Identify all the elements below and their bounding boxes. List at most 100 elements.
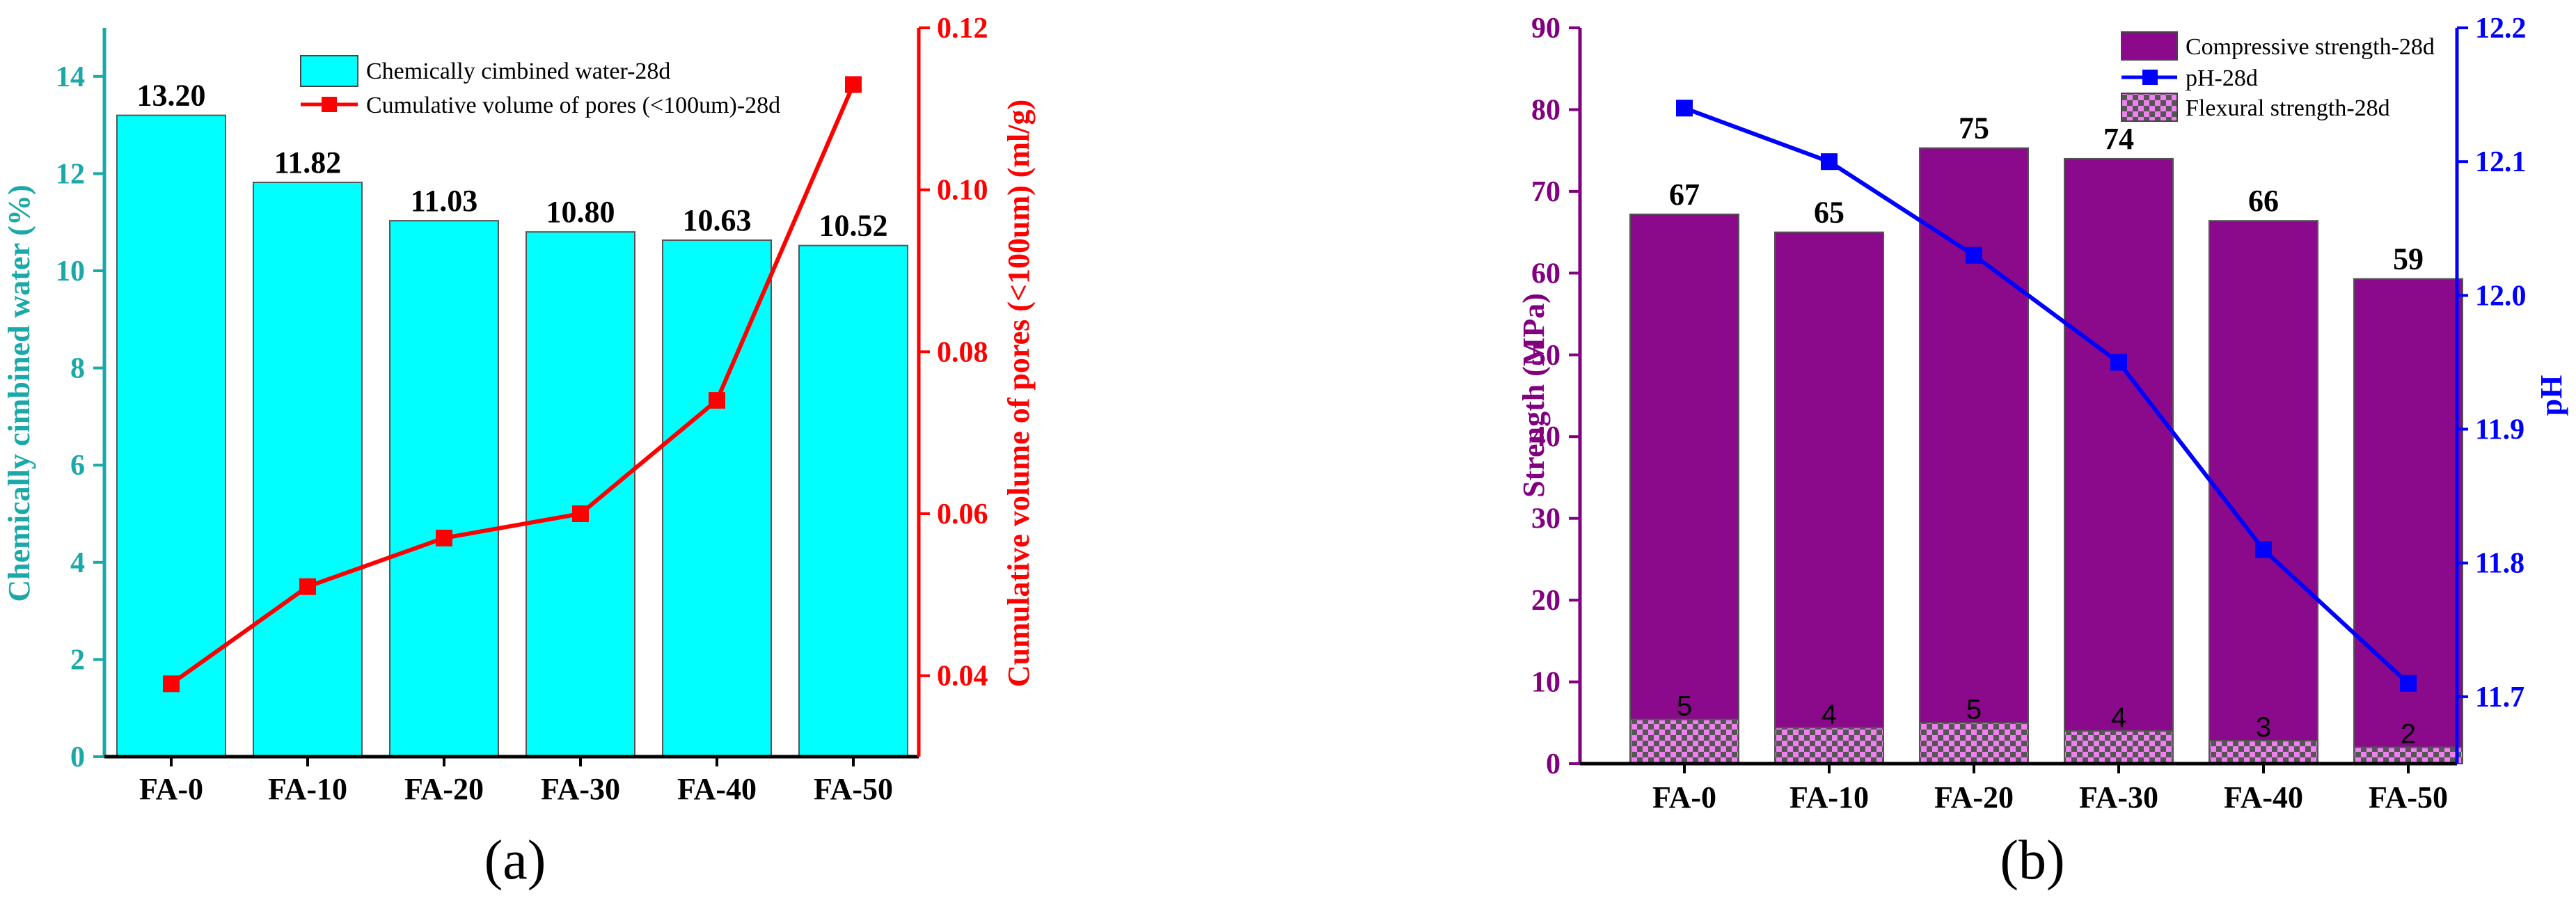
chart-b-ph-point [2255, 541, 2272, 558]
chart-b-flexural-bar [2208, 740, 2318, 765]
chart-b-x-tick-label: FA-40 [2224, 780, 2303, 814]
chart-b-y2-axis-title: pH [2534, 375, 2568, 416]
chart-b-axes [1578, 28, 2459, 766]
chart-b-y2-tick-label: 11.7 [2475, 682, 2524, 714]
chart-b-y-tick-label: 60 [1531, 258, 1560, 290]
chart-a-bar-label: 10.80 [546, 195, 615, 229]
chart-b-legend-flexural-swatch [2121, 93, 2178, 122]
chart-a-bar-label: 13.20 [137, 79, 206, 113]
chart-a-x-tick-label: FA-0 [139, 772, 203, 806]
chart-b-flexural-bar [2064, 730, 2174, 764]
chart-b-y-tick-label: 40 [1531, 421, 1560, 453]
chart-a-line-point [572, 505, 589, 522]
chart-b-compressive-label: 59 [2393, 242, 2424, 276]
chart-a: 13.20 11.82 11.03 10.80 10.63 10.52 0 2 4 6 8 10 12… [2, 13, 1036, 891]
chart-b-legend-flexural-label: Flexural strength-28d [2186, 95, 2390, 121]
chart-b-panel-label: (b) [2000, 830, 2064, 891]
chart-b-ph-point [1966, 246, 1982, 264]
chart-b-x-tick-label: FA-10 [1789, 780, 1869, 814]
chart-b-compressive-label: 65 [1814, 196, 1844, 230]
chart-b-compressive-label: 66 [2248, 184, 2279, 218]
chart-b-legend-compressive-label: Compressive strength-28d [2186, 34, 2435, 60]
chart-b-y2-tick-label: 11.8 [2475, 548, 2524, 580]
chart-a-x-tick-label: FA-50 [814, 772, 893, 806]
chart-a-y-tick-label: 10 [56, 255, 85, 287]
chart-b-y-tick-label: 20 [1531, 585, 1560, 617]
chart-b-ph-line [1676, 100, 2417, 692]
chart-b-x-ticks: FA-0 FA-10 FA-20 FA-30 FA-40 FA-50 [1652, 764, 2448, 814]
chart-b-compressive-bars: 67 65 75 74 66 59 [1629, 111, 2463, 765]
chart-b-flexural-bar [1774, 727, 1884, 765]
chart-b-compressive-bar [1774, 231, 1884, 765]
chart-a-x-tick-label: FA-10 [268, 772, 347, 806]
chart-a-line-point [709, 392, 725, 409]
chart-a-line-point [163, 675, 180, 693]
chart-b-y2-tick-label: 11.9 [2475, 414, 2524, 446]
chart-b-flexural-bar [1919, 722, 2029, 765]
chart-a-line-path [170, 84, 855, 686]
chart-a-bar [798, 244, 908, 758]
chart-b-flexural-label: 2 [2401, 719, 2416, 750]
chart-a-line-point [845, 76, 862, 93]
chart-b-y2-tick-label: 12.1 [2475, 146, 2527, 178]
chart-a-pore-volume-line [163, 76, 862, 693]
chart-a-y-tick-label: 12 [56, 158, 85, 190]
chart-b-ph-point [2400, 675, 2417, 692]
chart-a-bar [526, 231, 635, 758]
chart-b-compressive-label: 67 [1669, 178, 1700, 212]
chart-a-x-tick-label: FA-40 [677, 772, 757, 806]
chart-b-ph-point [1676, 100, 1693, 117]
chart-a-panel-label: (a) [484, 830, 546, 891]
chart-a-y2-tick-label: 0.12 [937, 13, 988, 45]
chart-a-y2-ticks: 0.04 0.06 0.08 0.10 0.12 [919, 13, 988, 693]
chart-b-y-ticks: 0 10 20 30 40 50 60 70 80 90 [1531, 13, 1580, 780]
chart-a-bars: 13.20 11.82 11.03 10.80 10.63 10.52 [116, 79, 908, 758]
chart-b-compressive-bar [1629, 213, 1739, 765]
chart-a-y-tick-label: 4 [70, 547, 85, 579]
chart-a-y2-tick-label: 0.08 [937, 336, 988, 368]
chart-b-x-tick-label: FA-50 [2369, 780, 2448, 814]
chart-a-bar [389, 220, 499, 757]
chart-b-legend: Compressive strength-28d pH-28d Flexural… [2121, 31, 2435, 122]
chart-a-y-ticks: 0 2 4 6 8 10 12 14 [56, 61, 104, 773]
chart-a-bar-label: 10.63 [683, 203, 752, 237]
chart-a-y-axis-title: Chemically cimbined water (%) [2, 184, 36, 601]
chart-a-y-tick-label: 14 [56, 61, 85, 93]
chart-a-bar [116, 114, 226, 757]
chart-a-y-tick-label: 0 [70, 741, 85, 773]
chart-a-legend-line-marker [322, 97, 337, 112]
chart-b-flexural-bars: 5 4 5 4 3 2 [1629, 691, 2463, 765]
chart-b-legend-ph-marker [2142, 70, 2158, 85]
chart-a-line-point [299, 578, 316, 595]
chart-a-bar [662, 239, 772, 757]
chart-b-flexural-label: 4 [1822, 699, 1837, 730]
chart-b-ph-path [1683, 106, 2410, 685]
chart-b-y-tick-label: 10 [1531, 667, 1560, 699]
chart-a-y-tick-label: 8 [70, 353, 85, 385]
chart-b-x-tick-label: FA-30 [2079, 780, 2158, 814]
chart-b-compressive-bar [1919, 147, 2029, 765]
chart-a-legend-line-label: Cumulative volume of pores (<100um)-28d [366, 93, 780, 118]
chart-a-x-ticks: FA-0 FA-10 FA-20 FA-30 FA-40 FA-50 [139, 757, 893, 806]
chart-b-y-tick-label: 0 [1546, 748, 1560, 780]
chart-b-x-tick-label: FA-0 [1652, 780, 1716, 814]
chart-a-y2-axis-title: Cumulative volume of pores (<100um) (ml/… [1002, 100, 1036, 687]
chart-b-flexural-bar [1629, 718, 1739, 764]
chart-b-compressive-label: 74 [2103, 122, 2134, 156]
chart-a-y-tick-label: 2 [70, 644, 85, 676]
chart-b-flexural-label: 5 [1677, 691, 1692, 722]
chart-b-x-tick-label: FA-20 [1934, 780, 2014, 814]
chart-b-y-tick-label: 90 [1531, 13, 1560, 45]
chart-a-line-point [436, 529, 452, 546]
chart-b-y-tick-label: 30 [1531, 503, 1560, 535]
chart-a-legend-bar-label: Chemically cimbined water-28d [366, 58, 670, 84]
chart-a-legend-bar-swatch [300, 55, 358, 87]
chart-a-y-tick-label: 6 [70, 450, 85, 482]
chart-b-compressive-label: 75 [1959, 111, 1989, 145]
chart-b-compressive-bar [2208, 220, 2318, 764]
chart-a-y2-tick-label: 0.10 [937, 175, 988, 207]
chart-a-x-tick-label: FA-30 [541, 772, 620, 806]
chart-b-y2-tick-label: 12.0 [2475, 280, 2527, 312]
